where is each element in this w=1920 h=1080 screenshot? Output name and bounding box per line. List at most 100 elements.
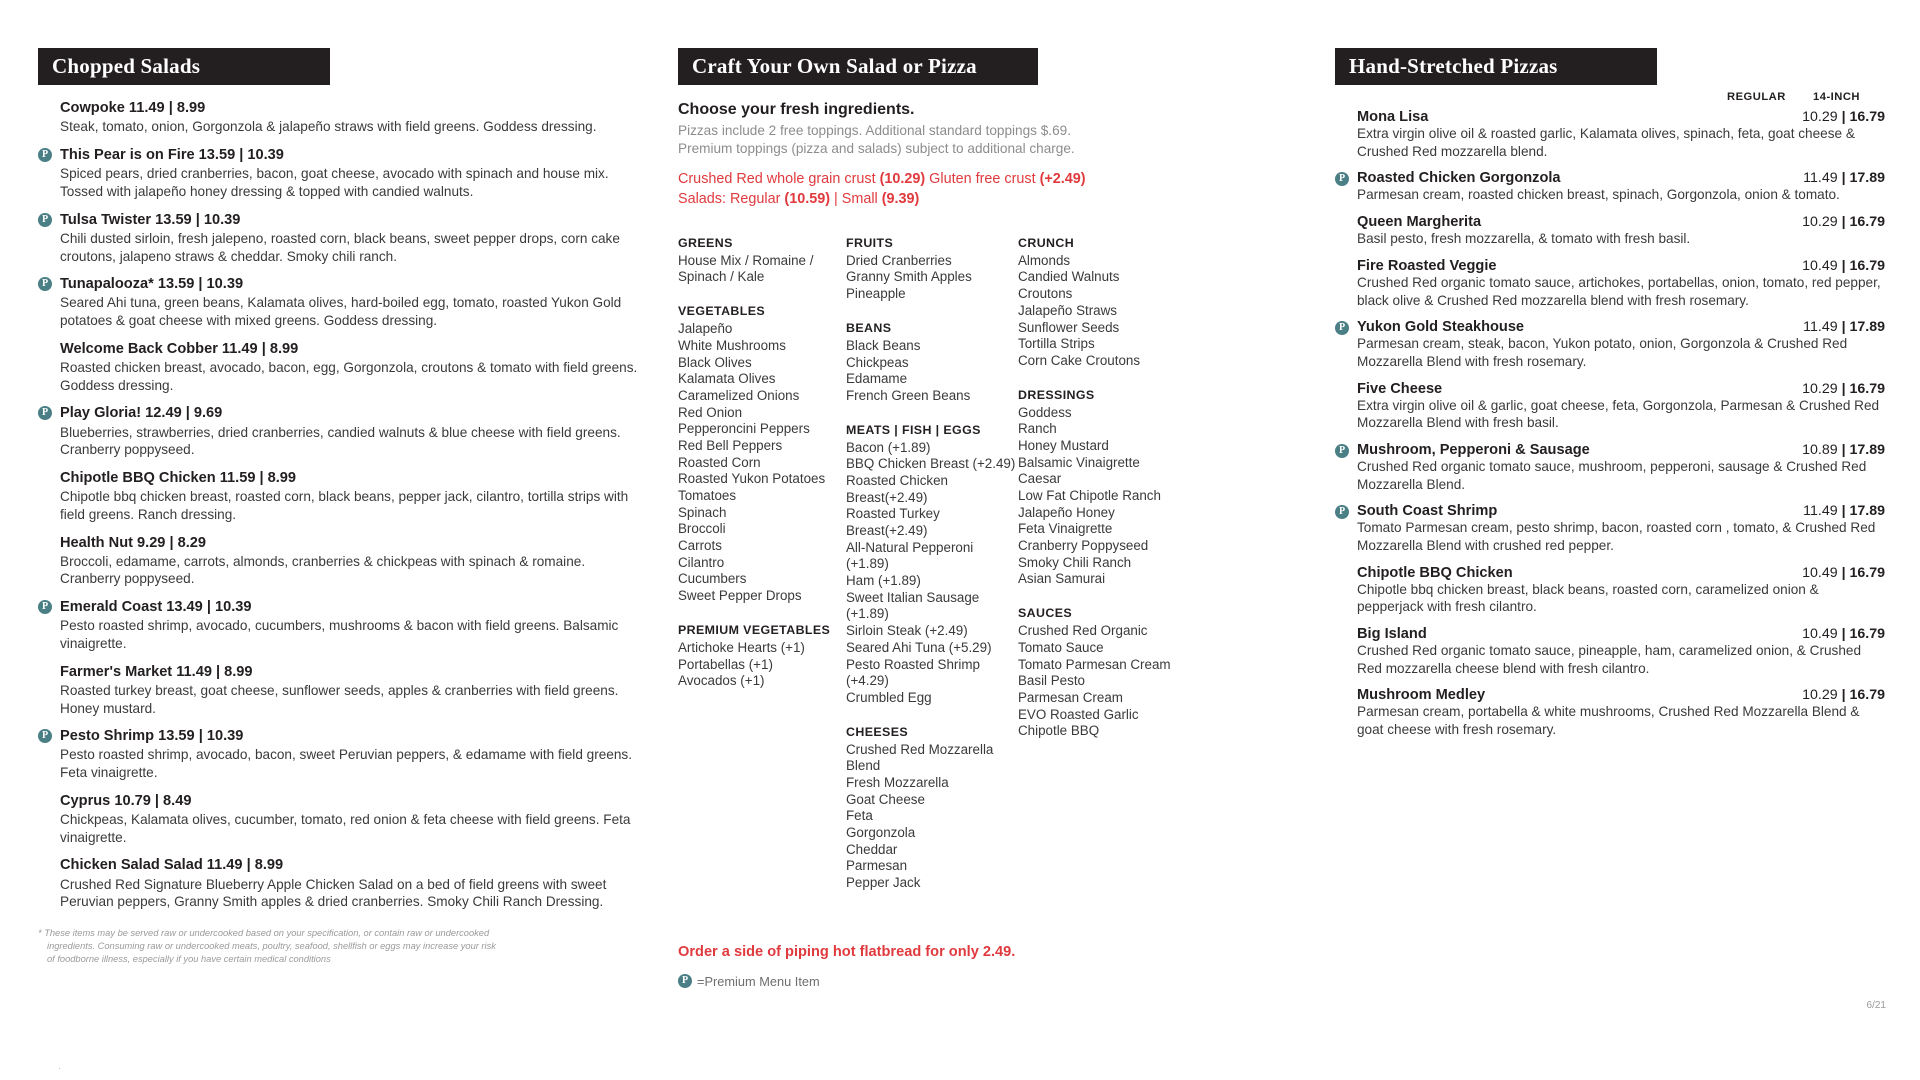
pizza-item-name: Queen Margherita xyxy=(1357,214,1482,231)
ingredient-group-heading: VEGETABLES xyxy=(678,304,766,319)
pizza-price-regular: 10.89 xyxy=(1802,441,1838,458)
ingredient-group-heading: DRESSINGS xyxy=(1018,387,1095,402)
ingredient-item: Sweet Pepper Drops xyxy=(678,588,802,604)
pizza-item: P South Coast Shrimp 11.49 | 17.89 Tomato P… xyxy=(1335,503,1885,554)
ingredient-item: Smoky Chili Ranch xyxy=(1018,554,1132,570)
salad-item-description: Pesto roasted shrimp, avocado, cucumbers… xyxy=(60,618,619,651)
crust-label: Crushed Red whole grain crust xyxy=(678,171,880,188)
salad-small-price: (9.39) xyxy=(881,190,920,207)
pizza-item-header: Mushroom Medley 10.29 | 16.79 xyxy=(1357,687,1885,703)
pizza-item: Mona Lisa 10.29 | 16.79 Extra virgin olive… xyxy=(1335,109,1885,160)
pizza-item-description: Basil pesto, fresh mozzarella, & tomato … xyxy=(1357,231,1691,247)
pizza-item-price: 10.29 | 16.79 xyxy=(1802,214,1885,231)
ingredient-group: MEATS | FISH | EGGS Bacon (+1.89) BBQ Chic… xyxy=(846,423,1018,707)
ingredient-group-list: Almonds Candied Walnuts Croutons Jalapeño S… xyxy=(1018,253,1288,370)
ingredient-item: Goddess xyxy=(1018,404,1072,420)
pizza-item-description: Extra virgin olive oil & roasted garlic,… xyxy=(1357,126,1855,159)
salad-item-description: Chili dusted sirloin, fresh jalepeno, ro… xyxy=(60,230,620,264)
pizza-item-price: 10.49 | 16.79 xyxy=(1802,257,1885,274)
ingredient-item: Jalapeño xyxy=(678,321,733,337)
craft-your-own-banner: Craft Your Own Salad or Pizza xyxy=(678,48,1038,86)
pizza-price-14-inch: 16.79 xyxy=(1849,257,1885,274)
pizza-item-header: Roasted Chicken Gorgonzola 11.49 | 17.89 xyxy=(1357,170,1885,186)
ingredient-item: Dried Cranberries xyxy=(846,252,952,268)
pizza-price-regular: 11.49 xyxy=(1803,170,1838,187)
ingredient-group-list: Goddess Ranch Honey Mustard Balsamic Vinaig… xyxy=(1018,405,1288,589)
ingredient-item: Balsamic Vinaigrette xyxy=(1018,454,1140,470)
salad-item: P Play Gloria! 12.49 | 9.69 Blueberries, s… xyxy=(38,404,638,459)
ingredient-item: Caesar xyxy=(1018,471,1062,487)
ingredient-item: Broccoli xyxy=(678,521,726,537)
ingredient-group-heading: CRUNCH xyxy=(1018,235,1075,250)
ingredient-group-heading: CHEESES xyxy=(846,724,909,739)
ingredient-item: Feta Vinaigrette xyxy=(1018,521,1113,537)
salad-item-description: Roasted turkey breast, goat cheese, sunf… xyxy=(60,682,619,716)
ingredient-item: Fresh Mozzarella xyxy=(846,774,949,790)
salad-item: P Tunapalooza* 13.59 | 10.39 Seared Ahi tu… xyxy=(38,275,638,330)
ingredient-item: Chickpeas xyxy=(846,354,909,370)
pizza-price-regular: 10.49 xyxy=(1802,625,1838,642)
ingredient-item: Red Onion xyxy=(678,404,743,420)
salad-item: Farmer's Market 11.49 | 8.99 Roasted turk… xyxy=(38,663,638,718)
pizza-item-name: Mona Lisa xyxy=(1357,109,1429,126)
ingredient-item: Cranberry Poppyseed xyxy=(1018,538,1149,554)
ingredient-item: Spinach / Kale xyxy=(678,269,765,285)
ingredient-item: Pesto Roasted Shrimp (+4.29) xyxy=(846,656,980,689)
pizza-item-header: South Coast Shrimp 11.49 | 17.89 xyxy=(1357,503,1885,519)
salad-item-description: Broccoli, edamame, carrots, almonds, cra… xyxy=(60,553,586,587)
disclaimer-line-2: ingredients. Consuming raw or undercooke… xyxy=(47,940,496,951)
pizza-item-header: Mona Lisa 10.29 | 16.79 xyxy=(1357,109,1885,125)
premium-badge-icon: P xyxy=(38,729,52,744)
premium-badge-icon: P xyxy=(1335,443,1349,458)
craft-your-own-column: Craft Your Own Salad or Pizza Choose you… xyxy=(678,48,1288,989)
premium-badge-icon: P xyxy=(678,974,692,989)
ingredient-item: Cucumbers xyxy=(678,571,747,587)
ingredient-item: Sweet Italian Sausage (+1.89) xyxy=(846,589,980,622)
salad-item: P This Pear is on Fire 13.59 | 10.39 Spice… xyxy=(38,146,638,201)
page-number: 6/21 xyxy=(1866,1000,1886,1011)
ingredient-group-heading: MEATS | FISH | EGGS xyxy=(846,422,981,437)
pizza-item-description: Crushed Red organic tomato sauce, artich… xyxy=(1357,274,1881,308)
salad-item: P Tulsa Twister 13.59 | 10.39 Chili dusted… xyxy=(38,211,638,266)
salad-item-title: This Pear is on Fire 13.59 | 10.39 xyxy=(60,147,284,164)
ingredient-item: Low Fat Chipotle Ranch xyxy=(1018,488,1161,504)
ingredient-item: Goat Cheese xyxy=(846,791,925,807)
chopped-salads-list: Cowpoke 11.49 | 8.99 Steak, tomato, onion… xyxy=(38,99,638,911)
pizza-item-name: Yukon Gold Steakhouse xyxy=(1357,319,1525,336)
ingredient-item: Tortilla Strips xyxy=(1018,336,1095,352)
salad-item: Cyprus 10.79 | 8.49 Chickpeas, Kalamata o… xyxy=(38,792,638,847)
salad-item-title: Tulsa Twister 13.59 | 10.39 xyxy=(60,211,241,228)
ingredient-item: Roasted Corn xyxy=(678,454,761,470)
salad-item-title: Pesto Shrimp 13.59 | 10.39 xyxy=(60,728,244,745)
flatbread-promo: Order a side of piping hot flatbread for… xyxy=(678,943,1016,960)
ingredient-item: Roasted Yukon Potatoes xyxy=(678,471,826,487)
pizza-price-14-inch: 17.89 xyxy=(1849,441,1885,458)
salad-item: Welcome Back Cobber 11.49 | 8.99 Roasted … xyxy=(38,340,638,395)
ingredient-item: French Green Beans xyxy=(846,387,971,403)
ingredient-item: Granny Smith Apples xyxy=(846,269,972,285)
salad-item-title: Farmer's Market 11.49 | 8.99 xyxy=(60,663,253,680)
disclaimer-line-3: of foodborne illness, especially if you … xyxy=(47,953,331,964)
ingredient-item: Spinach xyxy=(678,504,727,520)
ingredient-group-heading: FRUITS xyxy=(846,235,894,250)
salad-item-title: Welcome Back Cobber 11.49 | 8.99 xyxy=(60,340,299,357)
craft-pricing-red: Crushed Red whole grain crust (10.29) Gl… xyxy=(678,170,1288,210)
pizza-item: Mushroom Medley 10.29 | 16.79 Parmesan cre… xyxy=(1335,687,1885,738)
pizza-price-14-inch: 17.89 xyxy=(1849,319,1885,336)
gluten-free-price: (+2.49) xyxy=(1039,171,1086,188)
pizza-item-name: Roasted Chicken Gorgonzola xyxy=(1357,170,1561,187)
pizza-item-price: 10.89 | 17.89 xyxy=(1802,441,1885,458)
pizza-item: Big Island 10.49 | 16.79 Crushed Red organ… xyxy=(1335,626,1885,677)
pizza-price-14-inch: 16.79 xyxy=(1849,564,1885,581)
premium-badge-icon: P xyxy=(38,406,52,421)
ingredient-item: Crumbled Egg xyxy=(846,689,932,705)
pizza-item-description: Tomato Parmesan cream, pesto shrimp, bac… xyxy=(1357,520,1876,553)
ingredients-column-3: CRUNCH Almonds Candied Walnuts Croutons Jala… xyxy=(1018,236,1288,910)
ingredient-item: Candied Walnuts xyxy=(1018,269,1120,285)
pizza-item-header: Big Island 10.49 | 16.79 xyxy=(1357,626,1885,642)
pizza-price-regular: 11.49 xyxy=(1803,319,1838,336)
ingredient-item: Feta xyxy=(846,808,873,824)
pizza-item-price: 10.49 | 16.79 xyxy=(1802,564,1885,581)
pizza-item-description: Crushed Red organic tomato sauce, mushro… xyxy=(1357,458,1867,492)
ingredient-item: Black Olives xyxy=(678,354,752,370)
